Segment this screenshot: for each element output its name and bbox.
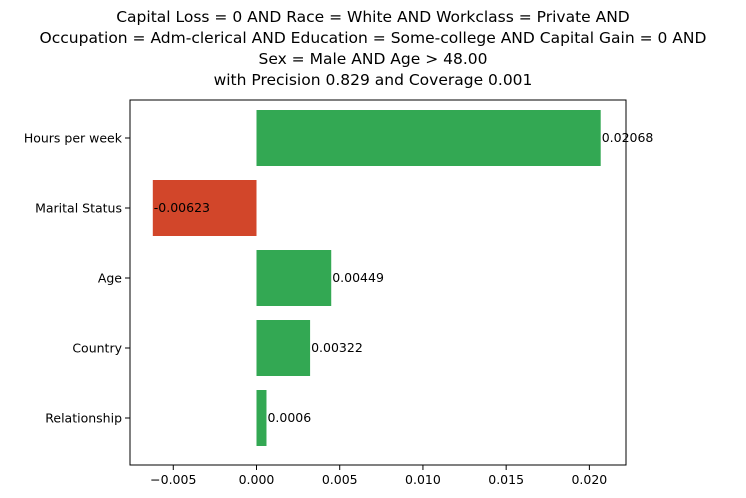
x-tick-label: 0.015 (488, 472, 524, 487)
bars (152, 110, 601, 446)
bar-value-label: -0.00623 (154, 200, 210, 215)
x-tick-label: 0.005 (322, 472, 358, 487)
bar-value-label: 0.0006 (267, 410, 311, 425)
x-tick-label: 0.000 (239, 472, 275, 487)
bar-value-label: 0.00322 (311, 340, 363, 355)
bar (256, 250, 332, 306)
bar-value-label: 0.02068 (602, 130, 654, 145)
bar (256, 320, 311, 376)
x-tick-label: −0.005 (150, 472, 196, 487)
y-tick-label: Hours per week (24, 131, 123, 146)
plot-area-frame (129, 99, 627, 466)
y-tick-label: Age (98, 271, 122, 286)
chart-title-line: Sex = Male AND Age > 48.00 (258, 50, 487, 68)
bar-value-labels: 0.02068 -0.00623 0.00449 0.00322 0.0006 (154, 130, 654, 425)
chart-title: Capital Loss = 0 AND Race = White AND Wo… (40, 8, 707, 89)
chart-title-line: Occupation = Adm-clerical AND Education … (40, 29, 707, 47)
bar-value-label: 0.00449 (332, 270, 384, 285)
chart-title-line: with Precision 0.829 and Coverage 0.001 (214, 71, 533, 89)
y-tick-label: Country (72, 341, 122, 356)
y-tick-label: Relationship (45, 411, 122, 426)
x-tick-label: 0.020 (571, 472, 607, 487)
bar (256, 390, 267, 446)
y-axis-ticks: Hours per week Marital Status Age Country Re… (24, 131, 130, 426)
chart-title-line: Capital Loss = 0 AND Race = White AND Wo… (116, 8, 630, 26)
bar (152, 180, 257, 236)
bar (256, 110, 601, 166)
x-axis-ticks: −0.005 0.000 0.005 0.010 0.015 0.020 (150, 465, 607, 487)
y-tick-label: Marital Status (35, 201, 122, 216)
x-tick-label: 0.010 (405, 472, 441, 487)
